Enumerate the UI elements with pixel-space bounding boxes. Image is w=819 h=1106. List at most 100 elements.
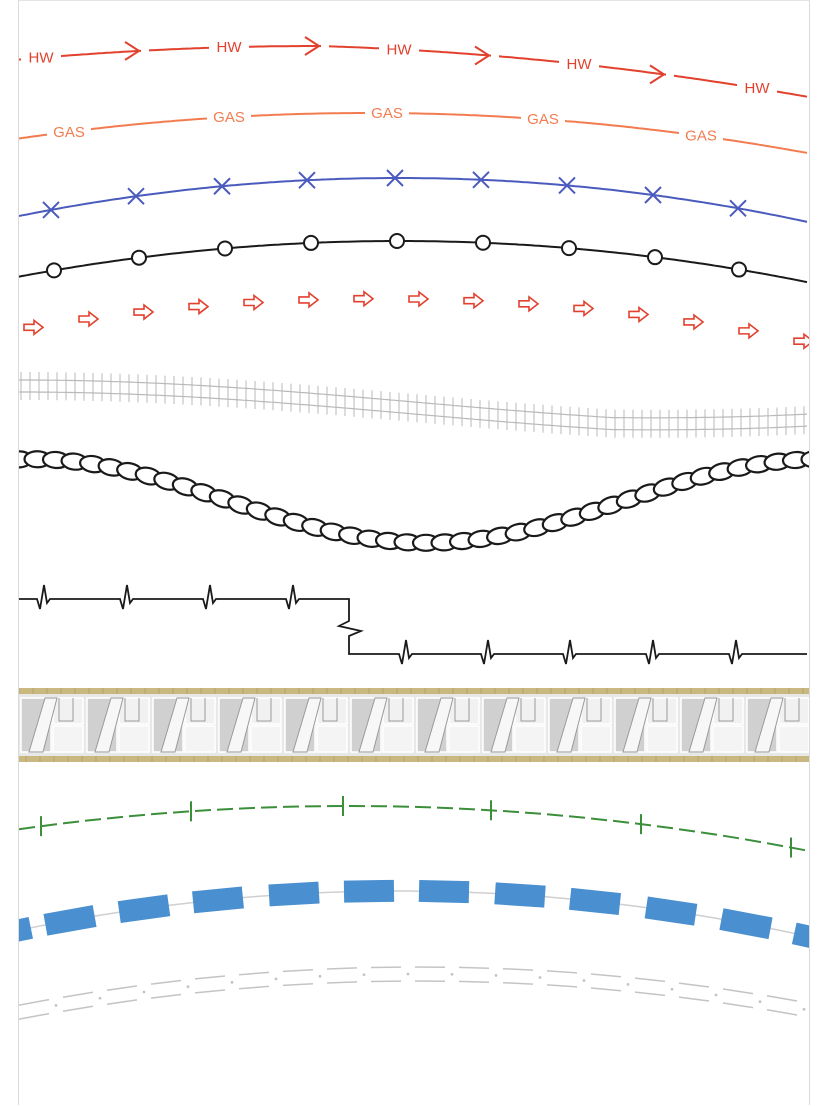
cross-mark	[298, 171, 316, 189]
arrow-mark	[463, 292, 485, 310]
masonry-block	[778, 697, 809, 725]
circle-mark	[731, 261, 747, 278]
arrow-mark	[793, 332, 809, 350]
hw-label: HW	[29, 50, 55, 67]
masonry-diagonal	[688, 697, 718, 753]
cross-mark	[472, 171, 490, 189]
chain-link	[800, 450, 809, 469]
circle-mark	[131, 249, 147, 266]
hw-arrow	[649, 64, 666, 85]
hw-arrow	[304, 36, 321, 56]
cross-mark	[644, 186, 662, 204]
arrow-mark	[243, 293, 265, 312]
arrow-mark	[298, 291, 320, 309]
ghost-dot	[582, 979, 586, 982]
circle-line	[19, 240, 808, 284]
ghost-dot	[54, 1003, 58, 1007]
masonry-notch	[58, 698, 74, 722]
railroad-linetype	[19, 372, 808, 438]
masonry-block	[382, 725, 414, 753]
gas-label: GAS	[53, 124, 85, 141]
arrow-mark	[573, 299, 595, 318]
ghost-dot	[714, 993, 718, 997]
blue-dash	[117, 894, 171, 923]
ghost-dot	[98, 996, 102, 1000]
masonry-diagonal	[358, 697, 388, 753]
arrow-mark	[133, 303, 155, 321]
hot-water-linetype: HW HW HW HW HW	[19, 36, 808, 99]
gas-label: GAS	[213, 109, 245, 126]
masonry-block	[580, 697, 612, 725]
cross-mark	[213, 177, 231, 195]
blue-dash	[494, 882, 546, 908]
masonry-block	[250, 725, 282, 753]
masonry-notch	[784, 698, 800, 722]
gas-linetype: GAS GAS GAS GAS GAS	[19, 103, 808, 154]
ghost-dot	[318, 974, 322, 978]
ghost-dot	[802, 1007, 806, 1011]
masonry-diagonal	[556, 697, 586, 753]
blue-dash-linetype	[19, 879, 809, 949]
gas-label: GAS	[527, 111, 559, 128]
masonry-diagonal	[292, 697, 322, 753]
cross-mark	[42, 201, 60, 219]
masonry-block	[580, 725, 612, 753]
hw-arrow	[474, 45, 491, 66]
cross-linetype	[19, 169, 808, 223]
ghost-dash-bottom	[19, 980, 798, 1020]
masonry-block	[448, 697, 480, 725]
arrow-mark	[738, 322, 760, 340]
circle-mark	[647, 249, 663, 266]
masonry-notch	[520, 698, 536, 722]
ghost-dash-linetype	[19, 966, 806, 1020]
ghost-dot	[186, 985, 190, 989]
hw-label: HW	[745, 80, 771, 97]
cross-mark	[127, 187, 145, 205]
blue-dash	[418, 879, 470, 904]
masonry-diagonal	[490, 697, 520, 753]
masonry-block	[646, 725, 678, 753]
masonry-notch	[190, 698, 206, 722]
masonry-block	[118, 725, 150, 753]
masonry-diagonal	[754, 697, 784, 753]
masonry-diagonal	[28, 697, 58, 753]
circle-mark	[46, 262, 62, 279]
masonry-block	[316, 725, 348, 753]
ghost-dash-top	[19, 966, 798, 1006]
rail-top	[19, 379, 808, 419]
linetype-canvas: HW HW HW HW HW GAS GAS GAS GAS GAS	[18, 0, 810, 1105]
blue-dash	[791, 922, 809, 949]
masonry-block	[448, 725, 480, 753]
blue-dash	[568, 887, 622, 916]
circle-mark	[561, 240, 577, 257]
hw-label: HW	[567, 56, 593, 73]
masonry-notch	[718, 698, 734, 722]
masonry-block	[646, 697, 678, 725]
masonry-notch	[388, 698, 404, 722]
masonry-block	[52, 697, 84, 725]
cross-mark	[729, 199, 747, 217]
blue-dash	[192, 886, 244, 914]
blue-dash	[19, 917, 34, 943]
arrow-linetype	[23, 290, 809, 350]
masonry-diagonal	[226, 697, 256, 753]
masonry-diagonal	[94, 697, 124, 753]
gas-line	[19, 112, 808, 154]
masonry-linetype	[19, 688, 809, 762]
masonry-block	[184, 725, 216, 753]
ghost-dot	[142, 990, 146, 994]
cross-line	[19, 177, 808, 223]
ghost-dot	[230, 980, 234, 984]
masonry-block	[184, 697, 216, 725]
masonry-block	[712, 725, 744, 753]
ghost-dot	[670, 987, 674, 991]
masonry-notch	[454, 698, 470, 722]
masonry-notch	[652, 698, 668, 722]
blue-dash	[43, 905, 97, 936]
linetype-samples: HW HW HW HW HW GAS GAS GAS GAS GAS	[19, 36, 809, 1020]
zigzag-linetype	[19, 584, 807, 665]
ghost-dot	[362, 973, 366, 977]
ghost-dot	[538, 976, 542, 979]
hw-label: HW	[217, 39, 243, 56]
arrow-mark	[408, 290, 430, 308]
